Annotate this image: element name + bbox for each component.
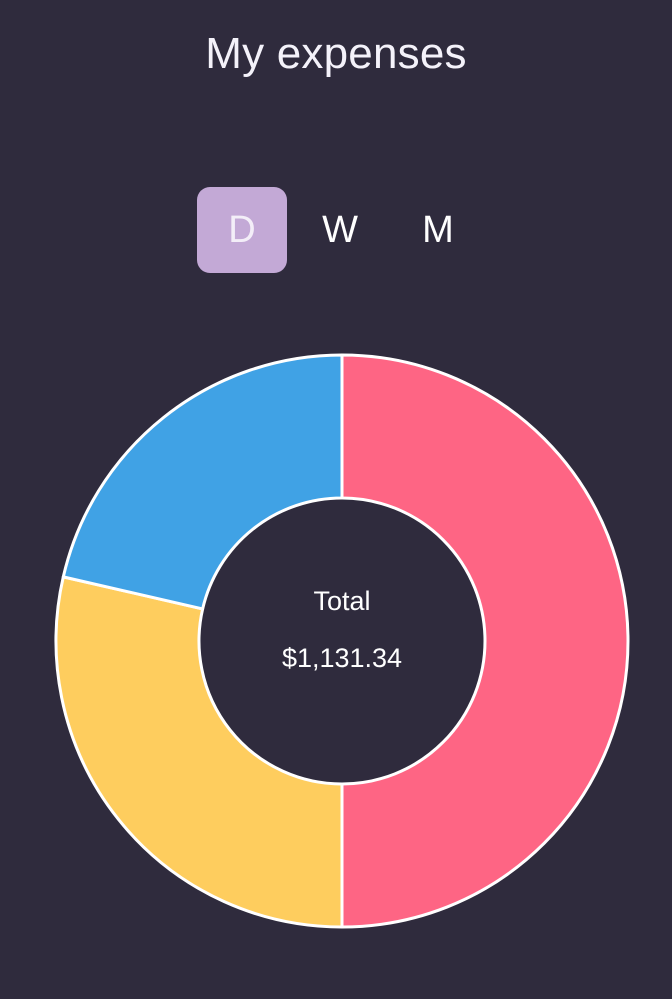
doughnut-slice-1[interactable]: [340, 353, 630, 929]
doughnut-svg: Total $1,131.34: [54, 353, 630, 929]
doughnut-slice-3[interactable]: [61, 353, 344, 611]
total-value: $1,131.34: [282, 643, 402, 673]
period-week-button[interactable]: W: [322, 208, 358, 251]
doughnut-slices: [54, 353, 630, 929]
page-title: My expenses: [205, 29, 467, 78]
period-month-button[interactable]: M: [422, 208, 454, 251]
total-label: Total: [313, 586, 370, 616]
period-switch: D W M: [197, 186, 491, 274]
period-day-button[interactable]: D: [197, 187, 287, 273]
doughnut-slice-2[interactable]: [54, 575, 344, 929]
expenses-doughnut-chart: Total $1,131.34: [0, 300, 672, 980]
